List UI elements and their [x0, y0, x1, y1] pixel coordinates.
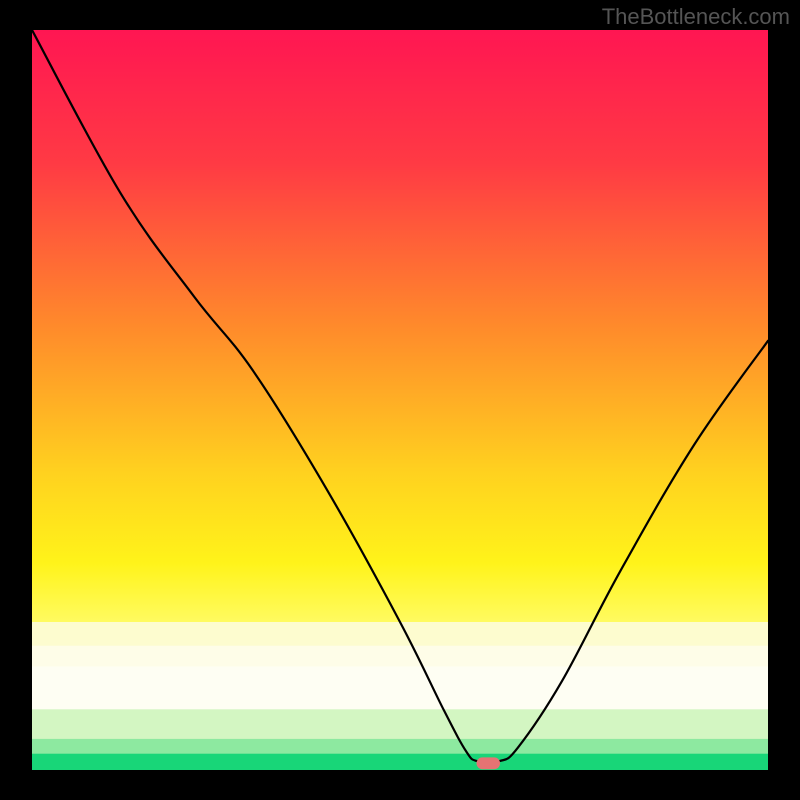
- gradient-background: [32, 30, 768, 622]
- chart-svg: [32, 30, 768, 770]
- watermark-text: TheBottleneck.com: [602, 4, 790, 30]
- optimum-marker: [477, 757, 501, 769]
- chart-area: [32, 30, 768, 770]
- bottom-bands: [32, 622, 768, 770]
